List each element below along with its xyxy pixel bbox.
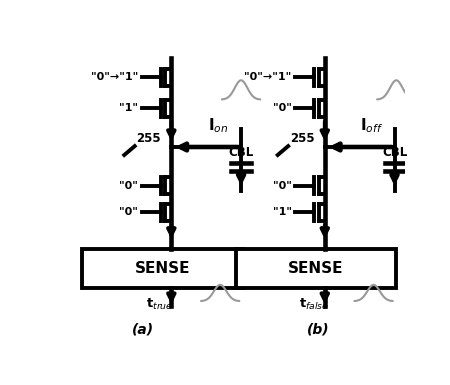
Text: "0": "0": [273, 104, 292, 114]
Text: "0"→"1": "0"→"1": [244, 72, 292, 82]
Text: t$_{true}$: t$_{true}$: [146, 297, 173, 312]
Text: "1": "1": [273, 207, 292, 217]
Text: SENSE: SENSE: [288, 261, 344, 276]
Text: (a): (a): [132, 323, 154, 337]
Text: (b): (b): [306, 323, 329, 337]
Text: 255: 255: [136, 132, 161, 145]
Text: CBL: CBL: [229, 146, 254, 159]
Text: "0": "0": [119, 181, 138, 191]
Text: CBL: CBL: [382, 146, 407, 159]
Text: "0": "0": [273, 181, 292, 191]
Text: 255: 255: [290, 132, 315, 145]
Text: "0": "0": [119, 207, 138, 217]
Bar: [236, 249, 396, 288]
Bar: [82, 249, 243, 288]
Text: I$_{on}$: I$_{on}$: [208, 116, 229, 135]
Text: "0"→"1": "0"→"1": [91, 72, 138, 82]
Text: "1": "1": [119, 104, 138, 114]
Text: SENSE: SENSE: [135, 261, 190, 276]
Text: I$_{off}$: I$_{off}$: [360, 116, 383, 135]
Text: t$_{false}$: t$_{false}$: [299, 297, 329, 312]
